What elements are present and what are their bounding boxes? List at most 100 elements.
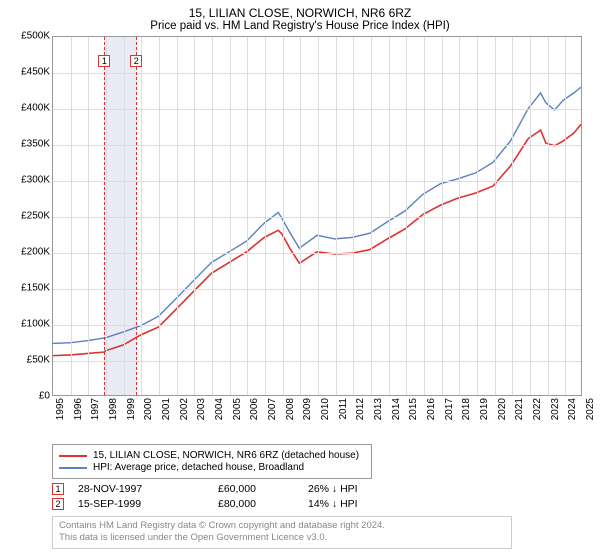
x-tick-label: 1996 — [73, 398, 84, 420]
x-tick-label: 2025 — [585, 398, 596, 420]
reference-line — [104, 37, 105, 395]
legend: 15, LILIAN CLOSE, NORWICH, NR6 6RZ (deta… — [52, 444, 372, 479]
gridline-v — [565, 37, 566, 395]
x-tick-label: 2001 — [161, 398, 172, 420]
gridline-h — [53, 253, 581, 254]
x-tick-label: 2017 — [444, 398, 455, 420]
x-tick-label: 2024 — [567, 398, 578, 420]
y-tick-label: £350K — [21, 139, 50, 150]
y-tick-label: £100K — [21, 319, 50, 330]
x-tick-label: 2008 — [285, 398, 296, 420]
legend-item: HPI: Average price, detached house, Broa… — [59, 462, 365, 473]
series-price_paid — [53, 124, 581, 355]
x-tick-label: 2003 — [196, 398, 207, 420]
gridline-v — [124, 37, 125, 395]
gridline-h — [53, 181, 581, 182]
gridline-v — [177, 37, 178, 395]
x-tick-label: 2009 — [302, 398, 313, 420]
x-tick-label: 2007 — [267, 398, 278, 420]
gridline-v — [88, 37, 89, 395]
x-tick-label: 1999 — [126, 398, 137, 420]
x-tick-label: 2016 — [426, 398, 437, 420]
sale-row-marker: 2 — [52, 498, 64, 510]
x-tick-label: 2023 — [550, 398, 561, 420]
gridline-v — [300, 37, 301, 395]
y-tick-label: £150K — [21, 283, 50, 294]
x-tick-label: 2020 — [497, 398, 508, 420]
y-tick-label: £50K — [27, 355, 50, 366]
x-tick-label: 2012 — [355, 398, 366, 420]
sale-row-marker: 1 — [52, 483, 64, 495]
gridline-h — [53, 217, 581, 218]
gridline-v — [194, 37, 195, 395]
gridline-v — [212, 37, 213, 395]
gridline-v — [459, 37, 460, 395]
gridline-v — [106, 37, 107, 395]
x-tick-label: 2013 — [373, 398, 384, 420]
x-tick-label: 2002 — [179, 398, 190, 420]
gridline-h — [53, 325, 581, 326]
gridline-v — [159, 37, 160, 395]
legend-swatch — [59, 455, 87, 457]
legend-label: HPI: Average price, detached house, Broa… — [93, 462, 304, 473]
sale-price: £80,000 — [218, 498, 308, 510]
gridline-v — [265, 37, 266, 395]
gridline-v — [283, 37, 284, 395]
x-tick-label: 2014 — [391, 398, 402, 420]
legend-label: 15, LILIAN CLOSE, NORWICH, NR6 6RZ (deta… — [93, 450, 359, 461]
x-tick-label: 2018 — [461, 398, 472, 420]
sale-marker-1: 1 — [98, 55, 110, 67]
gridline-v — [336, 37, 337, 395]
y-axis: £0£50K£100K£150K£200K£250K£300K£350K£400… — [10, 36, 52, 396]
legend-item: 15, LILIAN CLOSE, NORWICH, NR6 6RZ (deta… — [59, 450, 365, 461]
gridline-v — [424, 37, 425, 395]
x-axis: 1995199619971998199920002001200220032004… — [52, 396, 582, 421]
x-tick-label: 1998 — [108, 398, 119, 420]
x-tick-label: 2005 — [232, 398, 243, 420]
x-tick-label: 2022 — [532, 398, 543, 420]
sale-date: 28-NOV-1997 — [78, 483, 218, 495]
y-tick-label: £500K — [21, 31, 50, 42]
chart-subtitle: Price paid vs. HM Land Registry's House … — [10, 20, 590, 32]
y-tick-label: £0 — [39, 391, 50, 402]
x-tick-label: 2015 — [408, 398, 419, 420]
x-tick-label: 2010 — [320, 398, 331, 420]
gridline-v — [353, 37, 354, 395]
x-tick-label: 2011 — [338, 398, 349, 420]
gridline-h — [53, 361, 581, 362]
gridline-v — [71, 37, 72, 395]
chart-title: 15, LILIAN CLOSE, NORWICH, NR6 6RZ — [10, 6, 590, 20]
sale-row: 215-SEP-1999£80,00014% ↓ HPI — [52, 498, 590, 510]
x-tick-label: 2021 — [514, 398, 525, 420]
sale-delta: 26% ↓ HPI — [308, 483, 418, 495]
gridline-v — [389, 37, 390, 395]
attribution-line-2: This data is licensed under the Open Gov… — [59, 532, 505, 544]
x-tick-label: 1997 — [90, 398, 101, 420]
sales-table: 1 28-NOV-1997£60,00026% ↓ HPI 2 15-SEP-1999… — [52, 483, 590, 510]
attribution: Contains HM Land Registry data © Crown c… — [52, 516, 512, 549]
gridline-h — [53, 109, 581, 110]
x-tick-label: 1995 — [55, 398, 66, 420]
gridline-v — [318, 37, 319, 395]
y-tick-label: £400K — [21, 103, 50, 114]
sale-date: 15-SEP-1999 — [78, 498, 218, 510]
chart-container: 15, LILIAN CLOSE, NORWICH, NR6 6RZ Price… — [0, 0, 600, 560]
gridline-h — [53, 145, 581, 146]
gridline-v — [530, 37, 531, 395]
gridline-v — [477, 37, 478, 395]
plot-area: 12 — [52, 36, 582, 396]
gridline-h — [53, 289, 581, 290]
gridline-v — [495, 37, 496, 395]
series-hpi — [53, 87, 581, 343]
gridline-h — [53, 73, 581, 74]
legend-swatch — [59, 467, 87, 469]
x-tick-label: 2019 — [479, 398, 490, 420]
gridline-v — [442, 37, 443, 395]
y-tick-label: £250K — [21, 211, 50, 222]
y-tick-label: £300K — [21, 175, 50, 186]
x-tick-label: 2006 — [249, 398, 260, 420]
y-tick-label: £200K — [21, 247, 50, 258]
gridline-v — [247, 37, 248, 395]
gridline-v — [548, 37, 549, 395]
sale-price: £60,000 — [218, 483, 308, 495]
